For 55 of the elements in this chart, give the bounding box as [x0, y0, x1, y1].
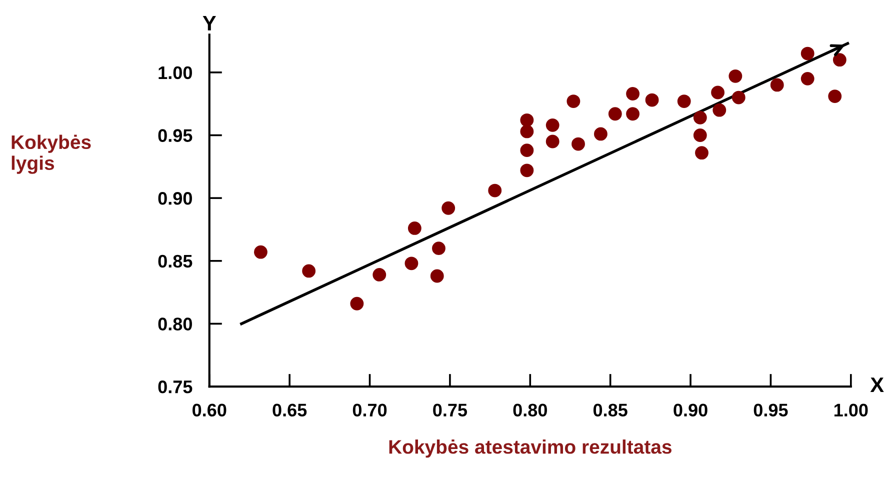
x-tick-label: 1.00 — [834, 404, 868, 416]
y-tick-label: 0.95 — [158, 129, 192, 142]
point — [520, 124, 534, 138]
point — [832, 53, 846, 67]
text: Y — [202, 16, 216, 30]
point — [546, 118, 560, 132]
point — [770, 78, 784, 92]
x-axis-title: Kokybės atestavimo rezultatas — [389, 440, 672, 458]
point — [372, 268, 386, 282]
point — [520, 113, 534, 127]
point — [546, 134, 560, 148]
point — [408, 222, 422, 235]
y-tick-label: 0.85 — [158, 254, 192, 268]
point — [430, 269, 444, 283]
point — [677, 94, 691, 108]
point — [712, 103, 726, 117]
point — [732, 90, 746, 104]
point — [626, 87, 640, 100]
x-tick-label: 0.80 — [513, 404, 547, 416]
x-tick-label: 0.95 — [754, 404, 788, 416]
point — [520, 144, 534, 158]
x-tick-label: 0.75 — [433, 404, 468, 416]
point — [608, 107, 622, 121]
point — [800, 72, 814, 86]
point — [594, 127, 608, 141]
y-tick-label: 0.90 — [158, 192, 192, 205]
point — [442, 201, 456, 215]
point — [645, 93, 659, 107]
y-tick-label: 0.75 — [158, 380, 192, 394]
point — [566, 94, 580, 108]
y-tick-label: 0.80 — [158, 318, 192, 330]
x-tick-label: 0.65 — [272, 404, 307, 416]
x-tick-label: 0.60 — [192, 404, 226, 416]
point — [488, 184, 502, 198]
point — [302, 264, 316, 278]
point — [572, 137, 585, 151]
x-tick-label: 0.85 — [593, 404, 628, 416]
point — [350, 296, 364, 310]
y-tick-label: 1.00 — [158, 66, 192, 80]
point — [432, 242, 446, 256]
point — [800, 46, 814, 60]
point — [728, 69, 742, 83]
x-tick-label: 0.70 — [352, 404, 387, 416]
text: X — [870, 378, 884, 392]
point — [404, 256, 418, 270]
point — [693, 128, 707, 142]
point — [626, 107, 640, 121]
point — [711, 86, 724, 100]
point — [520, 164, 534, 178]
point — [693, 110, 707, 124]
y-axis-title: Kokybės lygis — [12, 134, 91, 174]
x-tick-label: 0.90 — [674, 404, 708, 416]
point — [254, 245, 268, 259]
point — [828, 90, 842, 103]
point — [695, 146, 708, 160]
